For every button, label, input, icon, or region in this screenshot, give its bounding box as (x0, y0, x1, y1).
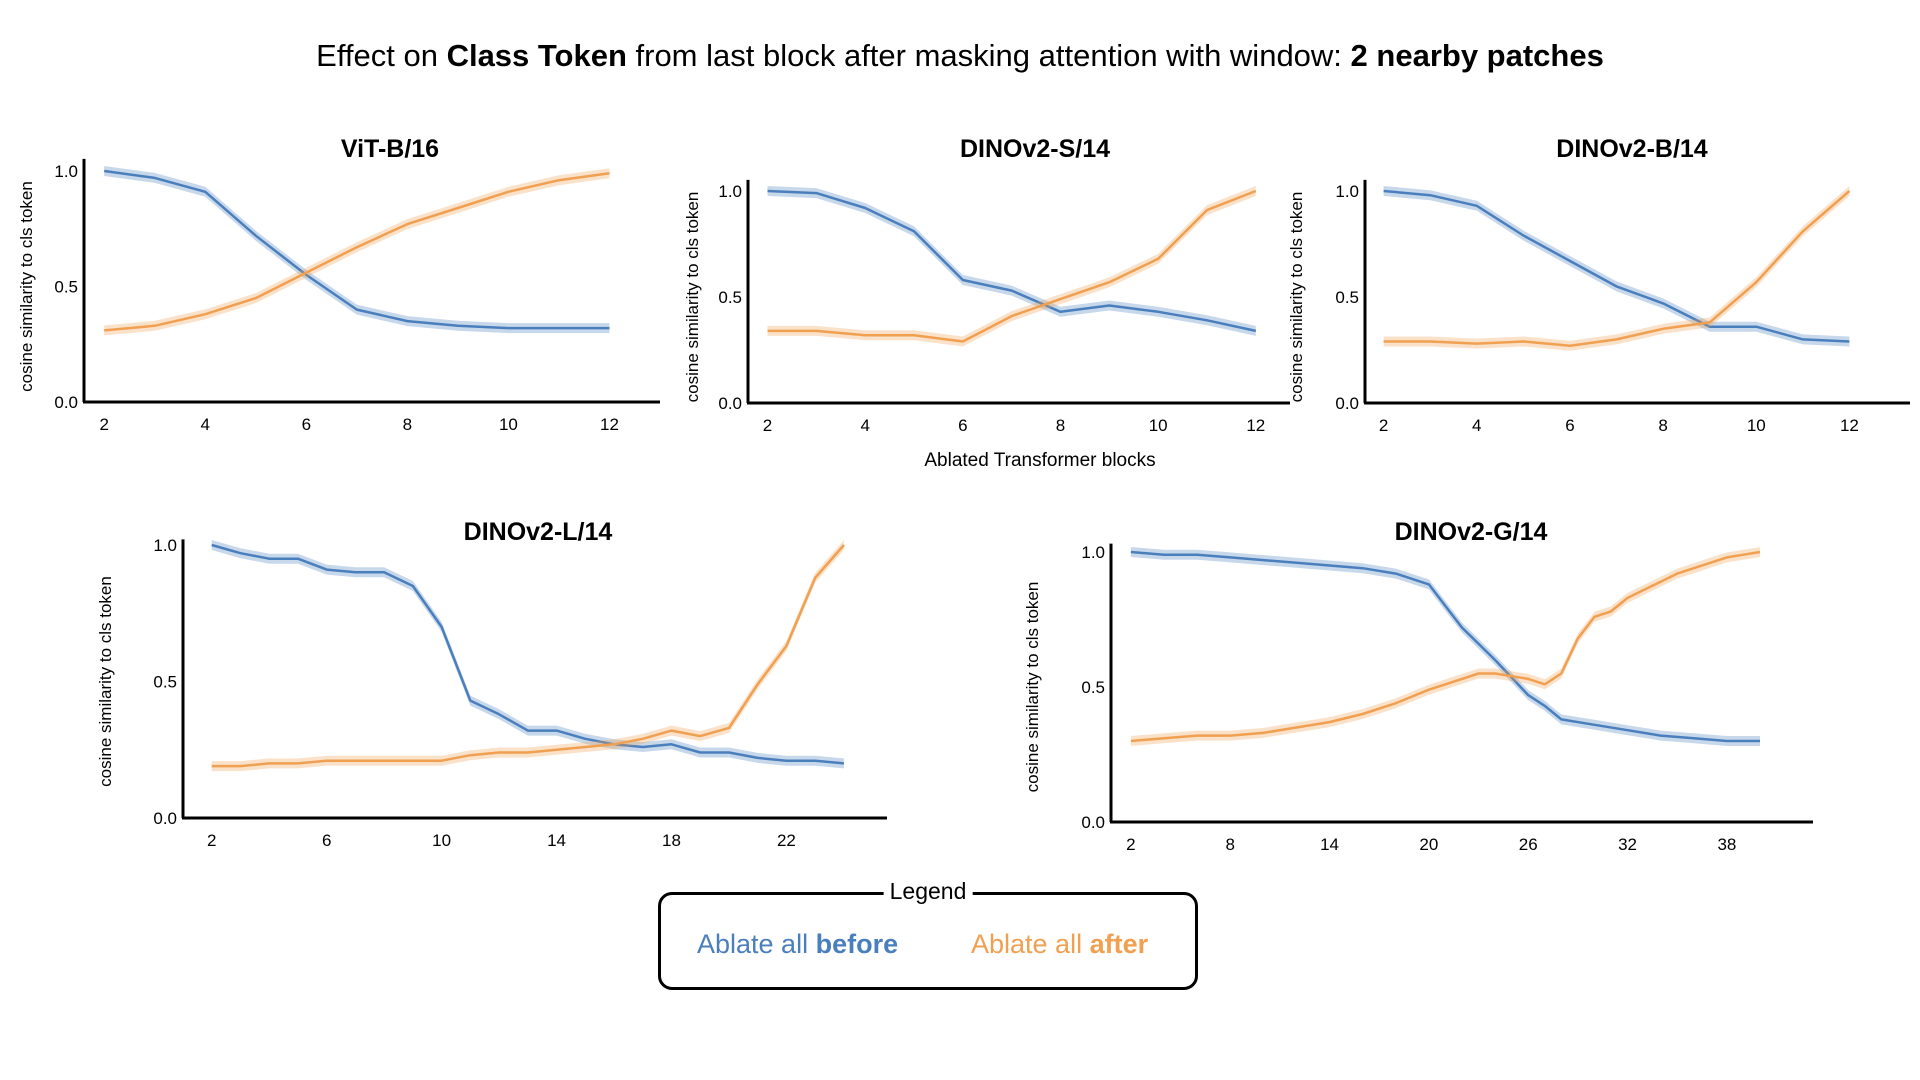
x-tick-label: 12 (1840, 416, 1859, 435)
x-tick-label: 10 (499, 415, 518, 434)
legend-item-before: Ablate all before (697, 929, 898, 960)
chart-title: DINOv2-B/14 (1556, 135, 1708, 163)
legend-after-prefix: Ablate all (971, 929, 1090, 959)
x-tick-label: 38 (1717, 835, 1736, 854)
line-after (767, 189, 1257, 343)
y-tick-label: 1.0 (1335, 182, 1359, 201)
x-tick-label: 6 (302, 415, 311, 434)
x-tick-label: 8 (1225, 835, 1234, 854)
x-tick-label: 20 (1419, 835, 1438, 854)
line-after (211, 544, 845, 768)
title-part-3: from last block after masking attention … (626, 38, 1351, 73)
x-tick-label: 12 (1246, 416, 1265, 435)
title-part-2: Class Token (446, 38, 627, 73)
confidence-band-before (1383, 186, 1850, 347)
line-before (1130, 550, 1760, 743)
legend-after-bold: after (1089, 929, 1149, 959)
x-tick-label: 6 (322, 831, 331, 850)
x-tick-label: 8 (1056, 416, 1065, 435)
title-part-4: 2 nearby patches (1350, 38, 1604, 73)
chart-title: DINOv2-G/14 (1395, 518, 1548, 546)
confidence-band-before (211, 540, 844, 769)
x-tick-label: 6 (958, 416, 967, 435)
line-before (767, 189, 1257, 333)
y-tick-label: 1.0 (718, 182, 742, 201)
line-after (1130, 550, 1761, 743)
line-before (211, 543, 845, 765)
line-after (1383, 190, 1851, 348)
y-tick-label: 0.0 (1335, 394, 1359, 413)
x-tick-label: 22 (777, 831, 796, 850)
chart-panel-2: DINOv2-S/14 cosine similarity to cls toke… (683, 135, 1290, 435)
chart-title: DINOv2-L/14 (464, 518, 613, 546)
chart-panel-4: DINOv2-L/14 cosine similarity to cls toke… (96, 518, 887, 850)
confidence-band-after (211, 540, 844, 772)
x-tick-label: 14 (1320, 835, 1339, 854)
y-tick-label: 0.0 (54, 393, 78, 412)
figure-title: Effect on Class Token from last block af… (0, 38, 1920, 74)
legend-box: Legend Ablate all before Ablate all afte… (658, 878, 1198, 990)
confidence-band-before (104, 166, 610, 334)
x-tick-label: 32 (1618, 835, 1637, 854)
confidence-band-before (767, 186, 1256, 336)
x-tick-label: 8 (1658, 416, 1667, 435)
y-tick-label: 1.0 (153, 536, 177, 555)
x-tick-label: 2 (763, 416, 772, 435)
x-tick-label: 12 (600, 415, 619, 434)
legend-item-after: Ablate all after (971, 929, 1148, 960)
legend-before-bold: before (815, 929, 899, 959)
x-tick-label: 2 (207, 831, 216, 850)
y-tick-label: 0.5 (1335, 288, 1359, 307)
x-tick-label: 2 (99, 415, 108, 434)
chart-panel-1: ViT-B/16 cosine similarity to cls token 0.… (17, 135, 660, 434)
x-tick-label: 14 (547, 831, 566, 850)
y-tick-label: 0.0 (718, 394, 742, 413)
chart-title: DINOv2-S/14 (960, 135, 1110, 163)
confidence-band-after (1130, 547, 1760, 746)
y-tick-label: 0.5 (54, 278, 78, 297)
x-tick-label: 4 (860, 416, 869, 435)
x-tick-label: 10 (432, 831, 451, 850)
y-tick-label: 0.0 (1081, 813, 1105, 832)
x-tick-label: 4 (1472, 416, 1481, 435)
y-tick-label: 0.0 (153, 809, 177, 828)
x-tick-label: 8 (403, 415, 412, 434)
y-axis-label: cosine similarity to cls token (96, 576, 115, 787)
line-before (104, 169, 610, 330)
y-tick-label: 1.0 (54, 162, 78, 181)
line-before (1383, 189, 1850, 343)
x-tick-label: 10 (1149, 416, 1168, 435)
y-axis-label: cosine similarity to cls token (1023, 582, 1042, 793)
legend-before-prefix: Ablate all (697, 929, 816, 959)
chart-panel-5: DINOv2-G/14 cosine similarity to cls toke… (1023, 518, 1813, 854)
x-tick-label: 4 (201, 415, 210, 434)
y-tick-label: 0.5 (718, 288, 742, 307)
y-tick-label: 0.5 (1081, 678, 1105, 697)
y-tick-label: 0.5 (153, 673, 177, 692)
confidence-band-after (104, 168, 610, 336)
y-axis-label: cosine similarity to cls token (17, 181, 36, 392)
y-tick-label: 1.0 (1081, 543, 1105, 562)
x-tick-label: 10 (1747, 416, 1766, 435)
x-tick-label: 2 (1126, 835, 1135, 854)
chart-title: ViT-B/16 (341, 135, 439, 163)
legend-title: Legend (883, 878, 973, 905)
x-tick-label: 2 (1379, 416, 1388, 435)
x-tick-label: 18 (662, 831, 681, 850)
y-axis-label: cosine similarity to cls token (683, 192, 702, 403)
confidence-band-after (1383, 186, 1850, 351)
chart-panel-3: DINOv2-B/14 cosine similarity to cls toke… (1287, 135, 1910, 435)
y-axis-label: cosine similarity to cls token (1287, 192, 1306, 403)
title-part-1: Effect on (316, 38, 447, 73)
shared-x-axis-label: Ablated Transformer blocks (924, 450, 1156, 471)
line-after (104, 172, 610, 332)
x-tick-label: 6 (1565, 416, 1574, 435)
x-tick-label: 26 (1519, 835, 1538, 854)
confidence-band-after (767, 186, 1256, 347)
